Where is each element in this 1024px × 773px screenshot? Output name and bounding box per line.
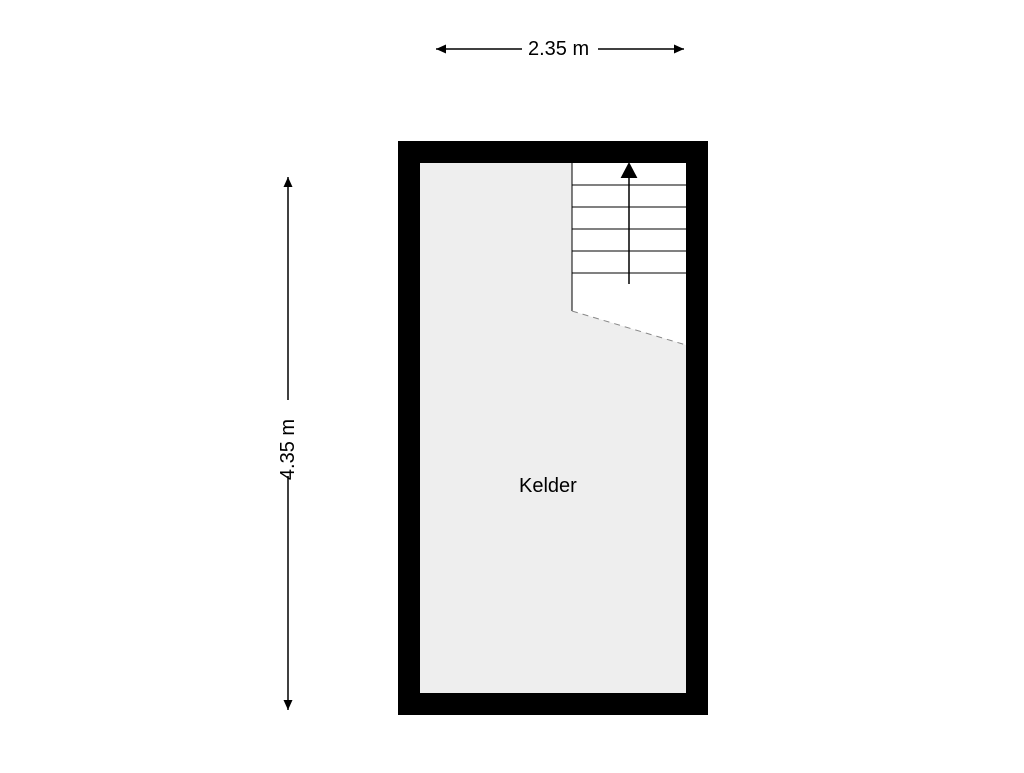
dimension-height-arrow-bottom	[284, 700, 293, 710]
dimension-width-arrow-right	[674, 45, 684, 54]
floorplan-svg	[0, 0, 1024, 768]
dimension-height-arrow-top	[284, 177, 293, 187]
dimension-height-label: 4.35 m	[277, 419, 300, 480]
dimension-width-label: 2.35 m	[528, 38, 589, 61]
dimension-width-arrow-left	[436, 45, 446, 54]
floorplan-canvas: 2.35 m 4.35 m Kelder	[0, 0, 1024, 768]
room-label: Kelder	[519, 475, 577, 498]
